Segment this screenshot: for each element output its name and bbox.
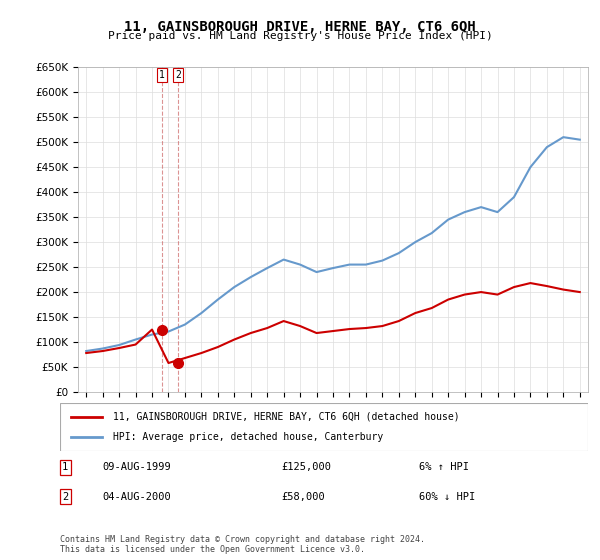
Text: £125,000: £125,000	[282, 462, 332, 472]
Text: 11, GAINSBOROUGH DRIVE, HERNE BAY, CT6 6QH (detached house): 11, GAINSBOROUGH DRIVE, HERNE BAY, CT6 6…	[113, 412, 460, 422]
FancyBboxPatch shape	[60, 403, 588, 451]
Text: 6% ↑ HPI: 6% ↑ HPI	[419, 462, 469, 472]
Text: 2: 2	[62, 492, 68, 502]
Text: 2: 2	[175, 69, 181, 80]
Text: Price paid vs. HM Land Registry's House Price Index (HPI): Price paid vs. HM Land Registry's House …	[107, 31, 493, 41]
Text: 1: 1	[62, 462, 68, 472]
Text: 09-AUG-1999: 09-AUG-1999	[102, 462, 171, 472]
Text: 04-AUG-2000: 04-AUG-2000	[102, 492, 171, 502]
Text: Contains HM Land Registry data © Crown copyright and database right 2024.
This d: Contains HM Land Registry data © Crown c…	[60, 535, 425, 554]
Text: £58,000: £58,000	[282, 492, 326, 502]
Text: HPI: Average price, detached house, Canterbury: HPI: Average price, detached house, Cant…	[113, 432, 383, 442]
Text: 1: 1	[159, 69, 165, 80]
Text: 60% ↓ HPI: 60% ↓ HPI	[419, 492, 475, 502]
Text: 11, GAINSBOROUGH DRIVE, HERNE BAY, CT6 6QH: 11, GAINSBOROUGH DRIVE, HERNE BAY, CT6 6…	[124, 20, 476, 34]
